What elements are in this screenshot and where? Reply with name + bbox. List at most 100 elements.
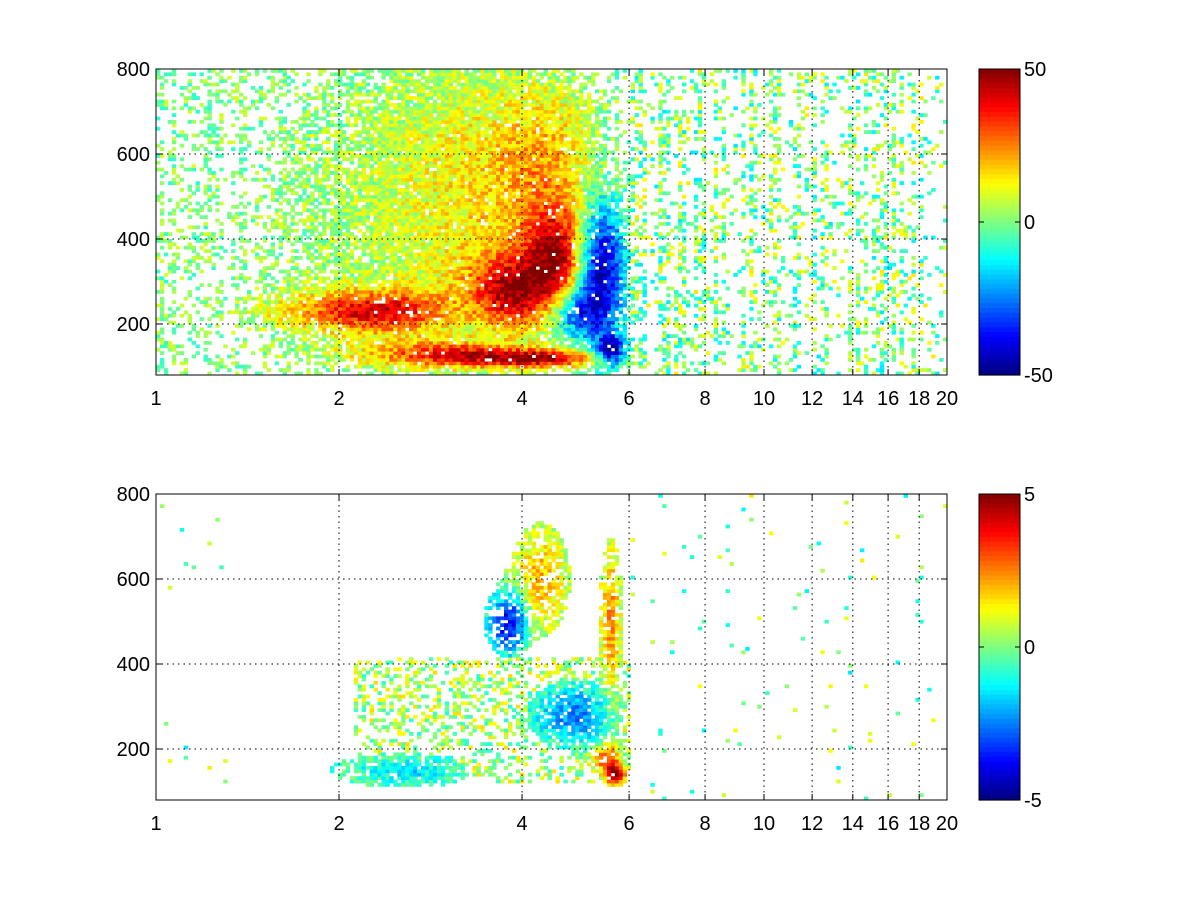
heatmap-cell xyxy=(476,215,481,219)
heatmap-cell xyxy=(282,279,287,284)
heatmap-cell xyxy=(492,293,497,298)
heatmap-cell xyxy=(413,344,418,349)
heatmap-cell xyxy=(448,215,454,219)
heatmap-cell xyxy=(322,347,327,352)
heatmap-cell xyxy=(191,86,196,90)
heatmap-cell xyxy=(207,92,212,97)
heatmap-cell xyxy=(274,191,280,196)
heatmap-cell xyxy=(314,184,319,189)
heatmap-cell xyxy=(472,184,477,189)
heatmap-cell xyxy=(393,130,398,134)
heatmap-cell xyxy=(428,347,434,352)
heatmap-cell xyxy=(456,290,461,294)
heatmap-cell xyxy=(369,106,374,111)
heatmap-cell xyxy=(464,313,469,318)
heatmap-cell xyxy=(492,245,497,250)
heatmap-cell xyxy=(330,113,335,117)
heatmap-cell xyxy=(472,174,477,179)
heatmap-cell xyxy=(381,164,386,168)
heatmap-cell xyxy=(417,198,422,202)
heatmap-cell xyxy=(337,164,343,168)
heatmap-cell xyxy=(322,310,327,315)
heatmap-cell xyxy=(322,242,327,247)
heatmap-cell xyxy=(179,133,185,138)
heatmap-cell xyxy=(282,235,287,240)
heatmap-cell xyxy=(306,79,311,83)
heatmap-cell xyxy=(298,184,303,189)
heatmap-cell xyxy=(405,276,410,281)
heatmap-cell xyxy=(381,137,386,141)
heatmap-cell xyxy=(456,330,461,335)
heatmap-cell xyxy=(452,106,457,111)
heatmap-cell xyxy=(417,324,422,328)
heatmap-cell xyxy=(326,113,331,117)
heatmap-cell xyxy=(480,276,485,281)
heatmap-cell xyxy=(496,341,501,345)
heatmap-cell xyxy=(484,143,489,148)
heatmap-cell xyxy=(203,79,208,83)
heatmap-cell xyxy=(171,222,177,226)
heatmap-cell xyxy=(160,279,165,284)
heatmap-cell xyxy=(428,259,434,264)
heatmap-cell xyxy=(294,286,299,291)
heatmap-cell xyxy=(492,344,497,349)
heatmap-cell xyxy=(365,72,370,77)
heatmap-cell xyxy=(488,205,493,209)
heatmap-cell xyxy=(345,290,351,294)
heatmap-cell xyxy=(428,150,434,155)
heatmap-cell xyxy=(167,181,173,185)
heatmap-cell xyxy=(472,99,477,104)
heatmap-cell xyxy=(496,92,501,97)
heatmap-cell xyxy=(163,106,169,111)
heatmap-cell xyxy=(389,174,394,179)
heatmap-cell xyxy=(365,371,370,376)
heatmap-cell xyxy=(326,126,331,131)
heatmap-cell xyxy=(496,109,501,114)
heatmap-cell xyxy=(456,293,461,298)
heatmap-cell xyxy=(456,361,461,366)
heatmap-cell xyxy=(385,303,390,308)
heatmap-cell xyxy=(235,171,240,175)
heatmap-cell xyxy=(460,106,465,111)
heatmap-cell xyxy=(377,239,382,243)
heatmap-cell xyxy=(460,198,465,202)
heatmap-cell xyxy=(409,184,414,189)
heatmap-cell xyxy=(306,177,311,182)
heatmap-cell xyxy=(353,327,359,332)
heatmap-cell xyxy=(464,198,469,202)
heatmap-cell xyxy=(243,79,248,83)
heatmap-cell xyxy=(156,194,161,199)
heatmap-cell xyxy=(417,133,422,138)
heatmap-cell xyxy=(341,72,347,77)
heatmap-cell xyxy=(337,69,343,73)
heatmap-cell xyxy=(365,218,370,223)
heatmap-cell xyxy=(421,344,426,349)
heatmap-cell xyxy=(397,191,402,196)
heatmap-cell xyxy=(318,242,323,247)
heatmap-cell xyxy=(484,154,489,158)
heatmap-cell xyxy=(361,154,367,158)
heatmap-cell xyxy=(456,351,461,355)
heatmap-cell xyxy=(361,188,367,192)
heatmap-cell xyxy=(278,194,283,199)
heatmap-cell xyxy=(385,198,390,202)
heatmap-cell xyxy=(337,140,343,145)
heatmap-cell xyxy=(401,109,406,114)
heatmap-cell xyxy=(365,113,370,117)
heatmap-cell xyxy=(488,154,493,158)
heatmap-cell xyxy=(424,330,430,335)
heatmap-cell xyxy=(326,239,331,243)
heatmap-cell xyxy=(397,286,402,291)
heatmap-cell xyxy=(397,273,402,277)
heatmap-cell xyxy=(484,120,489,124)
heatmap-cell xyxy=(160,313,165,318)
heatmap-cell xyxy=(215,188,220,192)
heatmap-cell xyxy=(171,79,177,83)
heatmap-cell xyxy=(171,208,177,213)
heatmap-cell xyxy=(235,133,240,138)
heatmap-cell xyxy=(424,337,430,342)
heatmap-cell xyxy=(432,307,438,311)
heatmap-cell xyxy=(322,269,327,274)
heatmap-cell xyxy=(282,69,287,73)
heatmap-cell xyxy=(334,208,339,213)
